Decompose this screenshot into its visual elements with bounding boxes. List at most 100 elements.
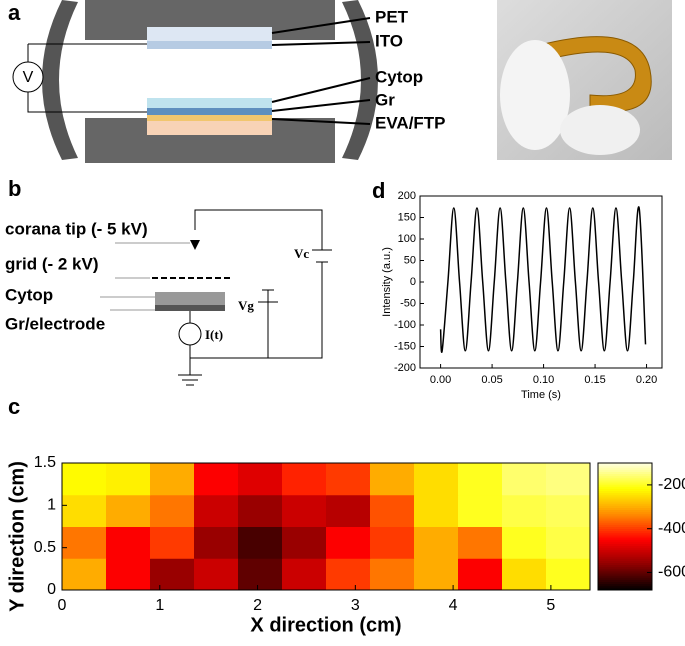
- heat-cell: [502, 463, 547, 496]
- plot-frame: [61, 462, 591, 591]
- x-tick-label: 2: [253, 597, 262, 614]
- colorbar-step: [598, 577, 652, 580]
- colorbar-step: [598, 513, 652, 517]
- colorbar-tick-label: -200: [658, 476, 685, 493]
- heat-cell: [458, 463, 503, 496]
- diagram-label: Cytop: [5, 285, 53, 304]
- colorbar-step: [598, 505, 652, 508]
- colorbar-step: [598, 473, 652, 477]
- colorbar-step: [598, 509, 652, 513]
- colorbar-step: [598, 490, 652, 494]
- colorbar-step: [598, 526, 652, 530]
- heat-cell: [326, 494, 371, 527]
- heat-cell: [370, 526, 415, 559]
- heat-cell: [238, 558, 283, 591]
- heat-cell: [194, 463, 239, 496]
- circuit: [100, 209, 332, 386]
- heat-cell: [458, 526, 503, 559]
- heat-cell: [282, 494, 327, 527]
- heat-cell: [546, 463, 591, 496]
- colorbar-step: [598, 479, 652, 483]
- diagram-label: Gr/electrode: [5, 314, 105, 333]
- colorbar-step: [598, 558, 652, 561]
- electrode-block: [155, 305, 225, 311]
- voltmeter-label: V: [23, 69, 34, 86]
- heat-cell: [502, 558, 547, 591]
- colorbar-step: [598, 503, 652, 506]
- colorbar-step: [598, 530, 652, 534]
- y-tick-label: 50: [404, 254, 416, 266]
- x-tick-label: 0.20: [636, 374, 657, 386]
- cytop-block: [155, 292, 225, 305]
- colorbar-step: [598, 547, 652, 551]
- x-tick-label: 0.00: [430, 374, 451, 386]
- x-tick-label: 5: [546, 597, 555, 614]
- heat-cell: [458, 558, 503, 591]
- colorbar-step: [598, 524, 652, 527]
- heat-cell: [62, 494, 107, 527]
- voltage-label: Vc: [294, 246, 309, 261]
- y-tick-label: -200: [394, 362, 416, 374]
- panel-letter: c: [8, 394, 20, 419]
- panel-letter: d: [372, 178, 385, 203]
- colorbar-step: [598, 498, 652, 502]
- heat-cell: [414, 526, 459, 559]
- x-tick-label: 0.10: [533, 374, 554, 386]
- colorbar-tick-label: -600: [658, 564, 685, 581]
- colorbar-step: [598, 564, 652, 568]
- colorbar-step: [598, 522, 652, 525]
- colorbar-step: [598, 469, 652, 472]
- layer-label: PET: [375, 7, 409, 26]
- heat-cell: [150, 526, 195, 559]
- bracket: [42, 0, 78, 160]
- x-tick-label: 3: [351, 597, 360, 614]
- colorbar-step: [598, 534, 652, 538]
- x-axis-label: X direction (cm): [250, 614, 401, 636]
- colorbar-step: [598, 560, 652, 563]
- colorbar-step: [598, 541, 652, 544]
- voltage-label: Vg: [238, 298, 254, 313]
- heat-cell: [282, 463, 327, 496]
- heat-cell: [62, 558, 107, 591]
- heat-cell: [62, 526, 107, 559]
- diagram-label: grid (- 2 kV): [5, 254, 99, 273]
- colorbar-step: [598, 539, 652, 542]
- ftp-layer: [147, 121, 272, 135]
- heat-cell: [458, 494, 503, 527]
- y-axis-label: Intensity (a.u.): [381, 247, 393, 317]
- x-tick-label: 0.15: [584, 374, 605, 386]
- heat-cell: [370, 463, 415, 496]
- cytop-layer: [147, 98, 272, 108]
- colorbar-step: [598, 496, 652, 500]
- colorbar-step: [598, 575, 652, 578]
- colorbar-step: [598, 568, 652, 572]
- diagram-label: corana tip (- 5 kV): [5, 219, 148, 238]
- y-axis-label: Y direction (cm): [6, 461, 28, 612]
- colorbar-step: [598, 465, 652, 468]
- panel-letter: b: [8, 176, 21, 201]
- colorbar-step: [598, 537, 652, 540]
- bracket: [342, 0, 378, 160]
- heat-cell: [62, 463, 107, 496]
- colorbar-step: [598, 532, 652, 536]
- heat-cell: [150, 558, 195, 591]
- colorbar-step: [598, 581, 652, 585]
- colorbar-step: [598, 543, 652, 547]
- colorbar-step: [598, 494, 652, 498]
- colorbar-step: [598, 570, 652, 574]
- colorbar-step: [598, 471, 652, 475]
- heat-cell: [326, 558, 371, 591]
- heat-cell: [370, 494, 415, 527]
- colorbar-step: [598, 477, 652, 481]
- glove: [500, 40, 570, 150]
- heat-cell: [282, 526, 327, 559]
- heat-cell: [238, 526, 283, 559]
- heat-cell: [194, 526, 239, 559]
- layer-label: Cytop: [375, 67, 423, 86]
- ammeter: [178, 322, 202, 346]
- eva-layer: [147, 115, 272, 121]
- heat-cell: [106, 463, 151, 496]
- ito-layer: [147, 41, 272, 49]
- colorbar-step: [598, 518, 652, 521]
- colorbar-step: [598, 528, 652, 532]
